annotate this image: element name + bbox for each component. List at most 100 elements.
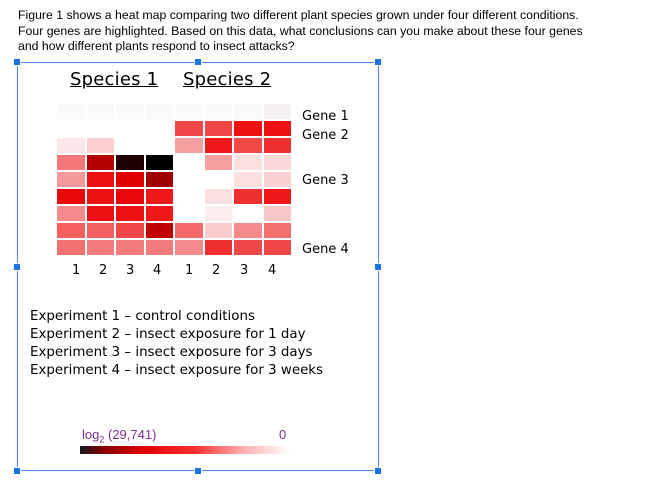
resize-handle-middle-right[interactable] — [374, 263, 382, 271]
resize-handle-bottom-middle[interactable] — [194, 467, 202, 475]
experiment-legend: Experiment 1 – control conditions Experi… — [30, 308, 323, 380]
heatmap-cell — [85, 188, 115, 205]
heatmap-cell — [233, 188, 263, 205]
heatmap-cell — [144, 154, 174, 171]
heatmap-cell — [233, 103, 263, 120]
heatmap-cell — [233, 120, 263, 137]
experiment-legend-item: Experiment 4 – insect exposure for 3 wee… — [30, 363, 324, 378]
heatmap-cell — [56, 154, 86, 171]
heatmap-cell — [115, 154, 145, 171]
heatmap-cell — [56, 103, 86, 120]
heatmap-cell — [115, 222, 145, 239]
heatmap-cell — [262, 120, 292, 137]
resize-handle-middle-left[interactable] — [13, 263, 21, 271]
heatmap-cell — [56, 120, 86, 137]
heatmap-cell — [56, 137, 86, 154]
heatmap-cell — [56, 205, 86, 222]
scale-max-log-base: 2 — [99, 434, 105, 445]
resize-handle-top-left[interactable] — [13, 58, 21, 66]
heatmap-cell — [174, 103, 204, 120]
heatmap-cell — [174, 239, 204, 256]
heatmap-cell — [115, 120, 145, 137]
heatmap-cell — [262, 239, 292, 256]
experiment-number: 3 — [240, 263, 249, 278]
heatmap-cell — [115, 239, 145, 256]
heatmap-cell — [203, 103, 233, 120]
heatmap-cell — [203, 205, 233, 222]
heatmap-cell — [262, 205, 292, 222]
gene-1-label: Gene 1 — [302, 109, 349, 124]
question-line-1: Figure 1 shows a heat map comparing two … — [18, 8, 579, 22]
color-scale-bar — [80, 446, 290, 454]
heatmap-cell — [233, 205, 263, 222]
experiment-legend-item: Experiment 1 – control conditions — [30, 309, 255, 324]
heatmap-cell — [174, 137, 204, 154]
experiment-number: 1 — [72, 263, 81, 278]
heatmap-cell — [203, 239, 233, 256]
heatmap-cell — [85, 239, 115, 256]
heatmap-cell — [56, 188, 86, 205]
experiment-legend-item: Experiment 2 – insect exposure for 1 day — [30, 327, 306, 342]
resize-handle-bottom-left[interactable] — [13, 467, 21, 475]
heatmap-cell — [203, 120, 233, 137]
heatmap-cell — [203, 222, 233, 239]
scale-max-label: log2 (29,741) — [82, 427, 156, 445]
heatmap-cell — [174, 205, 204, 222]
heatmap-cell — [115, 205, 145, 222]
heatmap-cell — [85, 205, 115, 222]
scale-max-value: (29,741) — [104, 427, 157, 442]
experiment-number: 1 — [185, 263, 194, 278]
heatmap-cell — [174, 154, 204, 171]
heatmap-cell — [144, 205, 174, 222]
heatmap-cell — [174, 171, 204, 188]
resize-handle-top-right[interactable] — [374, 58, 382, 66]
heatmap-cell — [115, 171, 145, 188]
heatmap-cell — [203, 171, 233, 188]
heatmap-cell — [233, 222, 263, 239]
heatmap-cell — [115, 188, 145, 205]
heatmap-cell — [144, 171, 174, 188]
resize-handle-bottom-right[interactable] — [374, 467, 382, 475]
heatmap-cell — [233, 171, 263, 188]
heatmap-cell — [144, 103, 174, 120]
gene-3-label: Gene 3 — [302, 173, 349, 188]
question-text: Figure 1 shows a heat map comparing two … — [18, 8, 642, 55]
heatmap-cell — [115, 137, 145, 154]
scale-min-label: 0 — [279, 427, 287, 442]
question-line-3: and how different plants respond to inse… — [18, 39, 295, 53]
experiment-number: 2 — [212, 263, 221, 278]
heatmap-cell — [85, 137, 115, 154]
heatmap-cell — [85, 171, 115, 188]
experiment-legend-item: Experiment 3 – insect exposure for 3 day… — [30, 345, 313, 360]
heatmap-cell — [56, 239, 86, 256]
heatmap-cell — [56, 171, 86, 188]
heatmap-cell — [56, 222, 86, 239]
heatmap-cell — [262, 137, 292, 154]
heatmap-cell — [233, 239, 263, 256]
heatmap-cell — [203, 137, 233, 154]
heatmap-cell — [144, 137, 174, 154]
heatmap-grid — [56, 103, 292, 256]
experiment-number: 4 — [153, 263, 162, 278]
heatmap-cell — [144, 188, 174, 205]
question-line-2: Four genes are highlighted. Based on thi… — [18, 23, 583, 38]
heatmap-cell — [174, 120, 204, 137]
experiment-number: 2 — [99, 263, 108, 278]
gene-2-label: Gene 2 — [302, 128, 349, 143]
heatmap-cell — [174, 222, 204, 239]
heatmap-cell — [233, 137, 263, 154]
heatmap-cell — [85, 154, 115, 171]
heatmap-cell — [174, 188, 204, 205]
heatmap-cell — [262, 188, 292, 205]
heatmap-cell — [262, 154, 292, 171]
experiment-number: 3 — [126, 263, 135, 278]
heatmap-cell — [203, 188, 233, 205]
heatmap-cell — [262, 103, 292, 120]
heatmap-cell — [115, 103, 145, 120]
heatmap-cell — [85, 103, 115, 120]
scale-max-log: log — [82, 427, 100, 442]
species-2-label: Species 2 — [183, 69, 272, 90]
resize-handle-top-middle[interactable] — [194, 58, 202, 66]
heatmap-cell — [85, 120, 115, 137]
heatmap-cell — [144, 222, 174, 239]
